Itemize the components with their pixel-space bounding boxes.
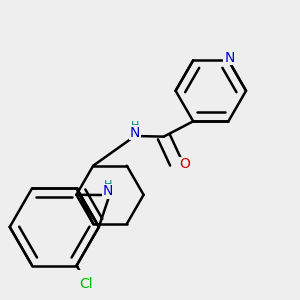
Text: H: H: [104, 180, 112, 190]
Text: N: N: [224, 51, 235, 65]
Text: N: N: [130, 126, 140, 140]
Text: O: O: [179, 158, 190, 172]
Text: H: H: [131, 122, 139, 131]
Text: Cl: Cl: [80, 277, 93, 291]
Text: N: N: [103, 184, 113, 198]
